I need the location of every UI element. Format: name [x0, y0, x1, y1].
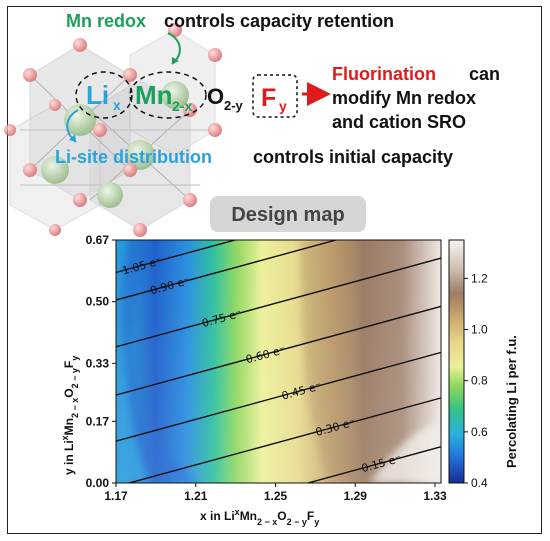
- mn-redox-rest: controls capacity retention: [164, 11, 394, 31]
- x-tick-label: 1.17: [104, 489, 128, 503]
- mn-redox-arrowhead: [172, 57, 179, 64]
- fluorine-box: [252, 74, 298, 118]
- x-tick-label: 1.21: [184, 489, 208, 503]
- axis-label-part: O: [62, 388, 76, 397]
- fluorination-label: Fluorination: [332, 64, 436, 84]
- contour-lines: [116, 240, 441, 483]
- contour-line: [116, 351, 441, 442]
- contour-line: [116, 257, 441, 348]
- mn-redox-label: Mn redox: [66, 11, 146, 31]
- contour-line: [116, 240, 339, 301]
- formula-o-sub: 2-y: [224, 98, 244, 113]
- y-axis-label: y in LixMn2 − xO2 − yFy: [60, 356, 80, 475]
- y-tick-label: 0.67: [86, 233, 110, 247]
- design-map-badge: [210, 196, 366, 232]
- axis-label-subscript: 2 − x: [257, 517, 277, 527]
- colorbar-tick-label: 1.2: [471, 271, 488, 285]
- contour-line: [126, 397, 441, 483]
- colorbar-tick-label: 0.8: [471, 374, 488, 388]
- fluorination-rest-3: and cation SRO: [332, 112, 466, 132]
- y-tick-label: 0.00: [86, 476, 110, 490]
- x-axis-label: x in LixMn2 − xO2 − yFy: [200, 507, 319, 527]
- axis-label-part: Mn: [240, 509, 257, 523]
- contour-line: [116, 305, 441, 396]
- x-tick-label: 1.29: [344, 489, 368, 503]
- axis-label-part: y in Li: [62, 440, 76, 475]
- heatmap-shade: [116, 240, 441, 483]
- axis-label-part: O: [277, 509, 286, 523]
- x-tick-label: 1.25: [264, 489, 288, 503]
- header-line-3: Li-site distribution controls initial ca…: [55, 147, 453, 167]
- colorbar-tick-label: 0.6: [471, 425, 488, 439]
- crystal-structure-illustration: [4, 23, 222, 237]
- y-axis-ticks: 0.00 0.17 0.33 0.50 0.67: [86, 233, 116, 490]
- axis-label-part: x in Li: [200, 509, 235, 523]
- formula-f-sub: y: [279, 98, 287, 114]
- plot-frame: [115, 239, 442, 484]
- li-site-ellipse: [75, 71, 133, 119]
- formula: Li x Mn 2-x O 2-y F y: [75, 71, 298, 119]
- x-tick-label: 1.33: [423, 489, 447, 503]
- fluorination-note: Fluorination can modify Mn redox and cat…: [332, 64, 500, 132]
- axis-label-part: F: [307, 509, 314, 523]
- mn-site-ellipse: [129, 71, 207, 119]
- colorbar-ticks: 0.4 0.6 0.8 1.0 1.2: [464, 271, 488, 490]
- y-axis-label-group: y in LixMn2 − xO2 − yFy: [60, 356, 80, 475]
- figure-frame: [7, 6, 542, 534]
- x-axis-ticks: 1.17 1.21 1.25 1.29 1.33: [104, 483, 447, 503]
- formula-o: O: [207, 84, 224, 109]
- formula-f: F: [261, 84, 276, 112]
- axis-label-part: F: [62, 361, 76, 368]
- formula-mn-sub: 2-x: [172, 98, 192, 114]
- header-line-1: Mn redox controls capacity retention: [66, 11, 394, 31]
- colorbar-label: Percolating Li per f.u.: [504, 335, 519, 468]
- axis-label-part: Mn: [62, 418, 76, 435]
- colorbar-gradient: [448, 239, 465, 484]
- colorbar-tick-label: 0.4: [471, 476, 488, 490]
- axis-label-subscript: x: [60, 435, 70, 440]
- design-map-label: Design map: [231, 204, 344, 226]
- colorbar: 0.4 0.6 0.8 1.0 1.2 Percolating Li per f.u.: [448, 239, 519, 490]
- fluorination-rest-1: can: [469, 64, 500, 84]
- axis-label-subscript: 2 − y: [70, 368, 80, 388]
- formula-li-sub: x: [113, 97, 121, 113]
- axis-label-subscript: y: [314, 517, 319, 527]
- axis-label-subscript: 2 − x: [70, 398, 80, 418]
- li-site-rest: controls initial capacity: [253, 147, 453, 167]
- li-site-label: Li-site distribution: [55, 147, 212, 167]
- heatmap: 1.05 e⁻0.90 e⁻0.75 e⁻0.60 e⁻0.45 e⁻0.30 …: [115, 239, 442, 484]
- colorbar-tick-label: 1.0: [471, 323, 488, 337]
- y-tick-label: 0.33: [86, 356, 110, 370]
- y-tick-label: 0.17: [86, 414, 110, 428]
- axis-label-subscript: x: [235, 507, 240, 517]
- formula-li: Li: [86, 80, 109, 110]
- formula-mn: Mn: [135, 80, 173, 110]
- axis-label-subscript: y: [70, 356, 80, 361]
- fluorination-rest-2: modify Mn redox: [332, 88, 476, 108]
- axis-label-subscript: 2 − y: [287, 517, 307, 527]
- y-tick-label: 0.50: [86, 295, 110, 309]
- li-site-arrowhead: [69, 134, 76, 142]
